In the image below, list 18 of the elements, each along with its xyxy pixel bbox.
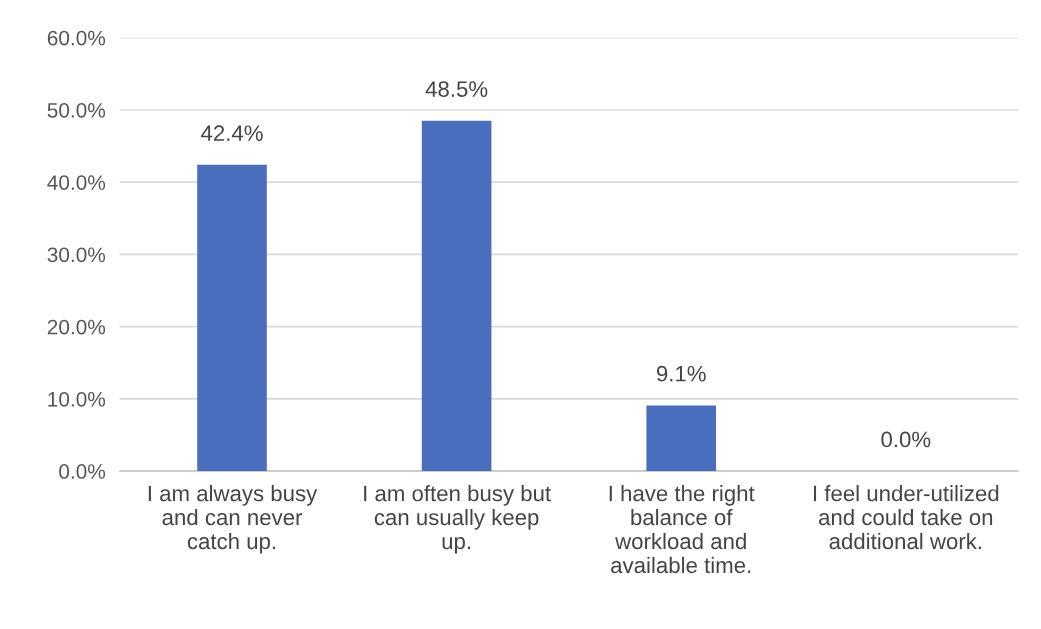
y-tick-label: 20.0%	[47, 319, 106, 335]
data-label: 0.0%	[881, 431, 931, 448]
data-label: 9.1%	[656, 365, 706, 382]
y-tick-label: 50.0%	[47, 102, 106, 118]
x-tick-label: I feel under-utilized and could take on additional work.	[813, 485, 999, 550]
y-tick-label: 40.0%	[47, 175, 106, 190]
bar	[197, 164, 267, 472]
y-tick-label: 60.0%	[47, 30, 106, 46]
y-tick-label: 0.0%	[59, 464, 106, 479]
bar	[421, 120, 492, 472]
y-tick-label: 10.0%	[48, 391, 106, 407]
bar	[646, 405, 717, 472]
x-tick-label: I am often busy but can usually keep up.	[364, 485, 551, 554]
x-tick-label: I am always busy and can never catch up.	[148, 485, 318, 554]
x-tick-label: I have the right balance of workload and available time.	[609, 485, 755, 574]
y-tick-label: 30.0%	[47, 247, 106, 263]
data-label: 42.4%	[201, 125, 263, 141]
data-label: 48.5%	[425, 81, 488, 97]
